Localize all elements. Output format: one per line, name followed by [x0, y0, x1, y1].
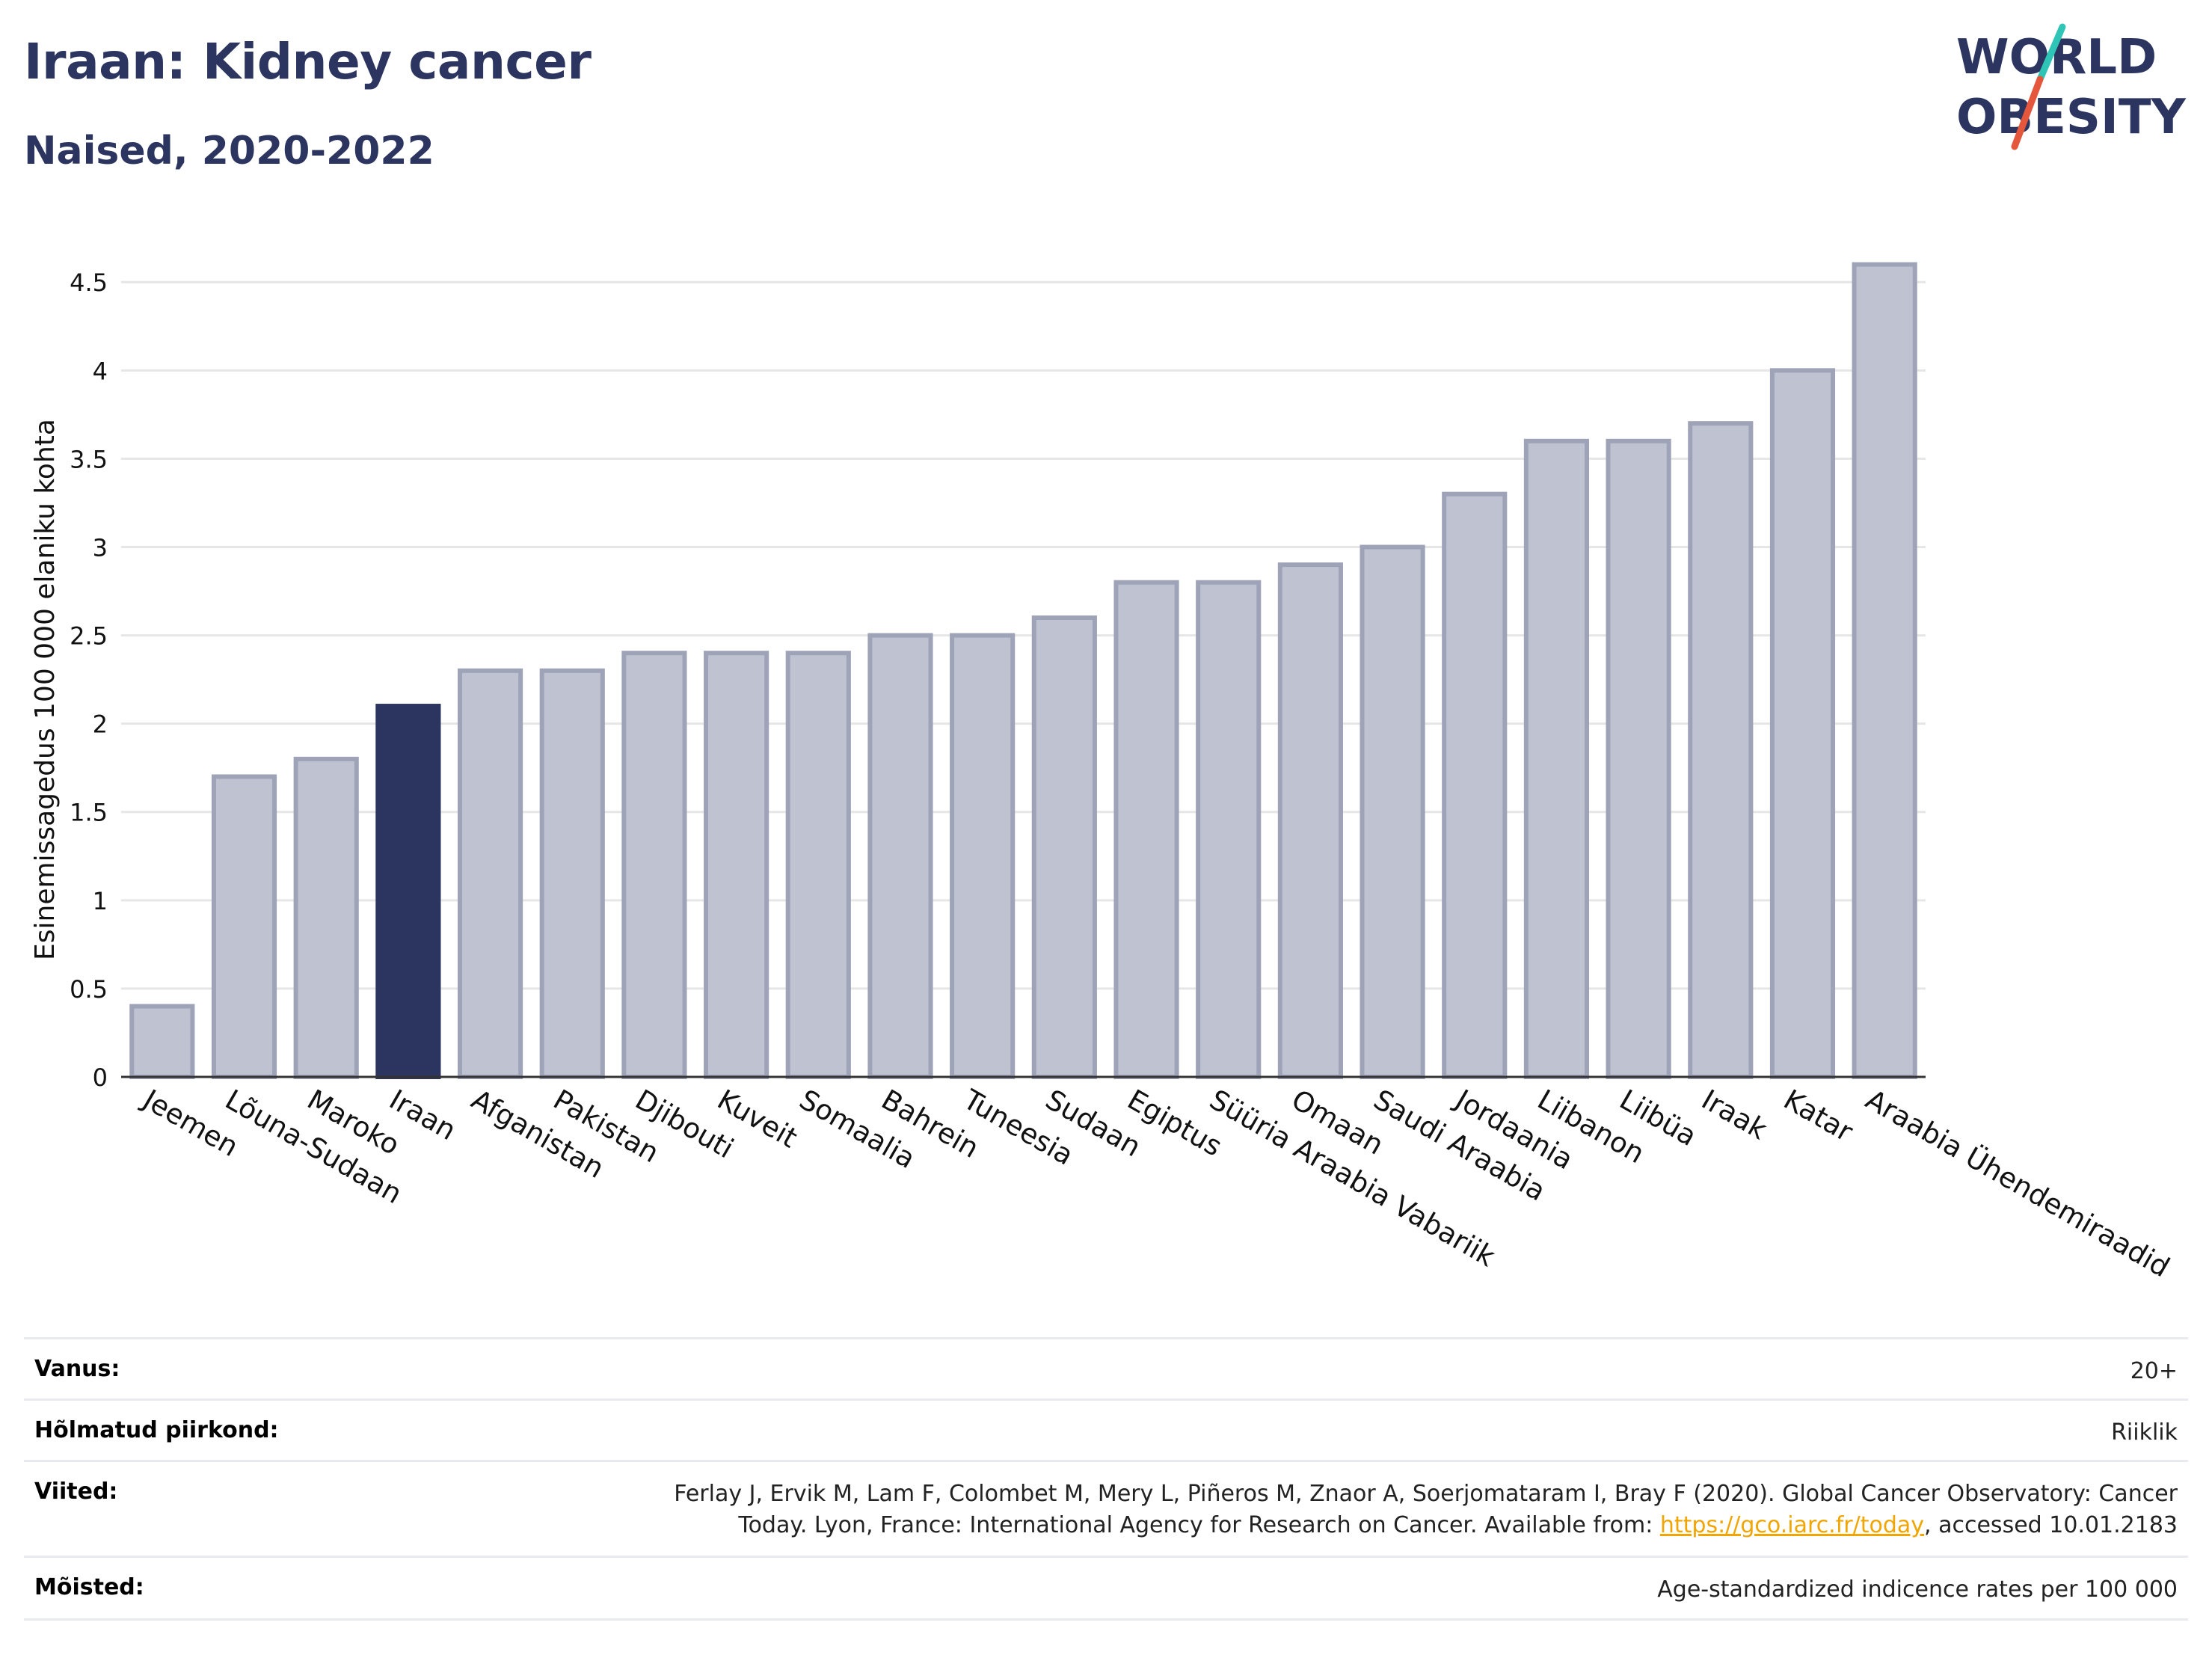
- y-tick-label: 4: [93, 357, 108, 385]
- meta-label-region: Hõlmatud piirkond:: [34, 1417, 279, 1443]
- bar-lõuna-sudaan[interactable]: [211, 774, 277, 1079]
- logo-slash-teal: [2036, 23, 2066, 83]
- meta-label-references: Viited:: [34, 1479, 118, 1505]
- bar-iraak[interactable]: [1688, 421, 1754, 1079]
- y-tick-label: 1: [93, 887, 108, 915]
- y-tick-label: 0: [93, 1063, 108, 1092]
- y-tick-label: 4.5: [70, 268, 108, 297]
- page-title: Iraan: Kidney cancer: [24, 33, 592, 90]
- bar-kuveit[interactable]: [704, 651, 769, 1079]
- reference-link[interactable]: https://gco.iarc.fr/today: [1659, 1512, 1925, 1538]
- metadata-table: Vanus: 20+ Hõlmatud piirkond: Riiklik Vi…: [24, 1337, 2188, 1621]
- logo-line2: OBESITY: [1956, 90, 2186, 145]
- x-tick-label: Egiptus: [1122, 1084, 1228, 1163]
- bar-saudi-araabia[interactable]: [1360, 544, 1425, 1079]
- bar-chart: 0 0.5 1 1.5 2 2.5 3 3.5 4 4.5 JeemenLõuna-SudaanM…: [30, 262, 2175, 1284]
- meta-value-region: Riiklik: [2111, 1419, 2178, 1446]
- bar-egiptus[interactable]: [1113, 580, 1179, 1079]
- meta-label-age: Vanus:: [34, 1356, 120, 1382]
- meta-value-definitions: Age-standardized indicence rates per 100…: [1657, 1576, 2178, 1603]
- y-tick-label: 1.5: [70, 799, 108, 827]
- meta-row-definitions: Mõisted: Age-standardized indicence rate…: [24, 1556, 2188, 1618]
- reference-line-2-suffix: , accessed 10.01.2183: [1924, 1512, 2178, 1538]
- x-tick-label: Araabia Ühendemiraadid: [1861, 1084, 2175, 1284]
- bar-süüria-araabia-vabariik[interactable]: [1196, 580, 1262, 1079]
- bars: [129, 262, 1917, 1079]
- meta-row-age: Vanus: 20+: [24, 1337, 2188, 1398]
- y-tick-label: 3: [93, 533, 108, 562]
- bar-araabia-ühendemiraadid[interactable]: [1852, 262, 1917, 1079]
- y-tick-label: 2.5: [70, 622, 108, 651]
- page-subtitle: Naised, 2020-2022: [24, 129, 434, 174]
- bar-sudaan[interactable]: [1031, 615, 1097, 1079]
- x-tick-label: Jeemen: [137, 1083, 244, 1164]
- x-tick-label: Iraak: [1696, 1084, 1772, 1146]
- meta-label-definitions: Mõisted:: [34, 1574, 144, 1600]
- meta-row-references: Viited: Ferlay J, Ervik M, Lam F, Colomb…: [24, 1460, 2188, 1556]
- y-axis-label: Esinemissagedus 100 000 elaniku kohta: [30, 419, 61, 960]
- meta-bottom-border: [24, 1618, 2188, 1621]
- logo-slash-red: [2011, 76, 2044, 150]
- reference-line-2-prefix: Today. Lyon, France: International Agenc…: [738, 1512, 1660, 1538]
- bar-djibouti[interactable]: [621, 651, 687, 1079]
- bar-katar[interactable]: [1769, 368, 1836, 1079]
- bar-tuneesia[interactable]: [950, 633, 1016, 1079]
- x-tick-label: Katar: [1778, 1084, 1859, 1149]
- bar-omaan[interactable]: [1277, 562, 1343, 1079]
- bar-bahrein[interactable]: [867, 633, 933, 1079]
- bar-liibüa[interactable]: [1606, 438, 1671, 1079]
- y-tick-labels: 0 0.5 1 1.5 2 2.5 3 3.5 4 4.5: [70, 268, 108, 1092]
- bar-maroko[interactable]: [293, 756, 359, 1079]
- reference-line-1: Ferlay J, Ervik M, Lam F, Colombet M, Me…: [674, 1481, 2178, 1507]
- y-tick-label: 2: [93, 710, 108, 739]
- meta-value-age: 20+: [2130, 1358, 2178, 1384]
- meta-row-region: Hõlmatud piirkond: Riiklik: [24, 1398, 2188, 1460]
- bar-pakistan[interactable]: [539, 668, 605, 1079]
- world-obesity-logo: WORLD OBESITY: [1956, 23, 2186, 150]
- bar-liibanon[interactable]: [1523, 438, 1590, 1079]
- bar-somaalia[interactable]: [785, 651, 851, 1079]
- y-tick-label: 0.5: [70, 975, 108, 1004]
- meta-value-references: Ferlay J, Ervik M, Lam F, Colombet M, Me…: [674, 1479, 2178, 1541]
- bar-afganistan[interactable]: [457, 668, 523, 1079]
- bar-jordaania[interactable]: [1442, 491, 1508, 1079]
- bar-iraan[interactable]: [375, 704, 441, 1079]
- bar-jeemen[interactable]: [129, 1004, 195, 1079]
- y-tick-label: 3.5: [70, 445, 108, 473]
